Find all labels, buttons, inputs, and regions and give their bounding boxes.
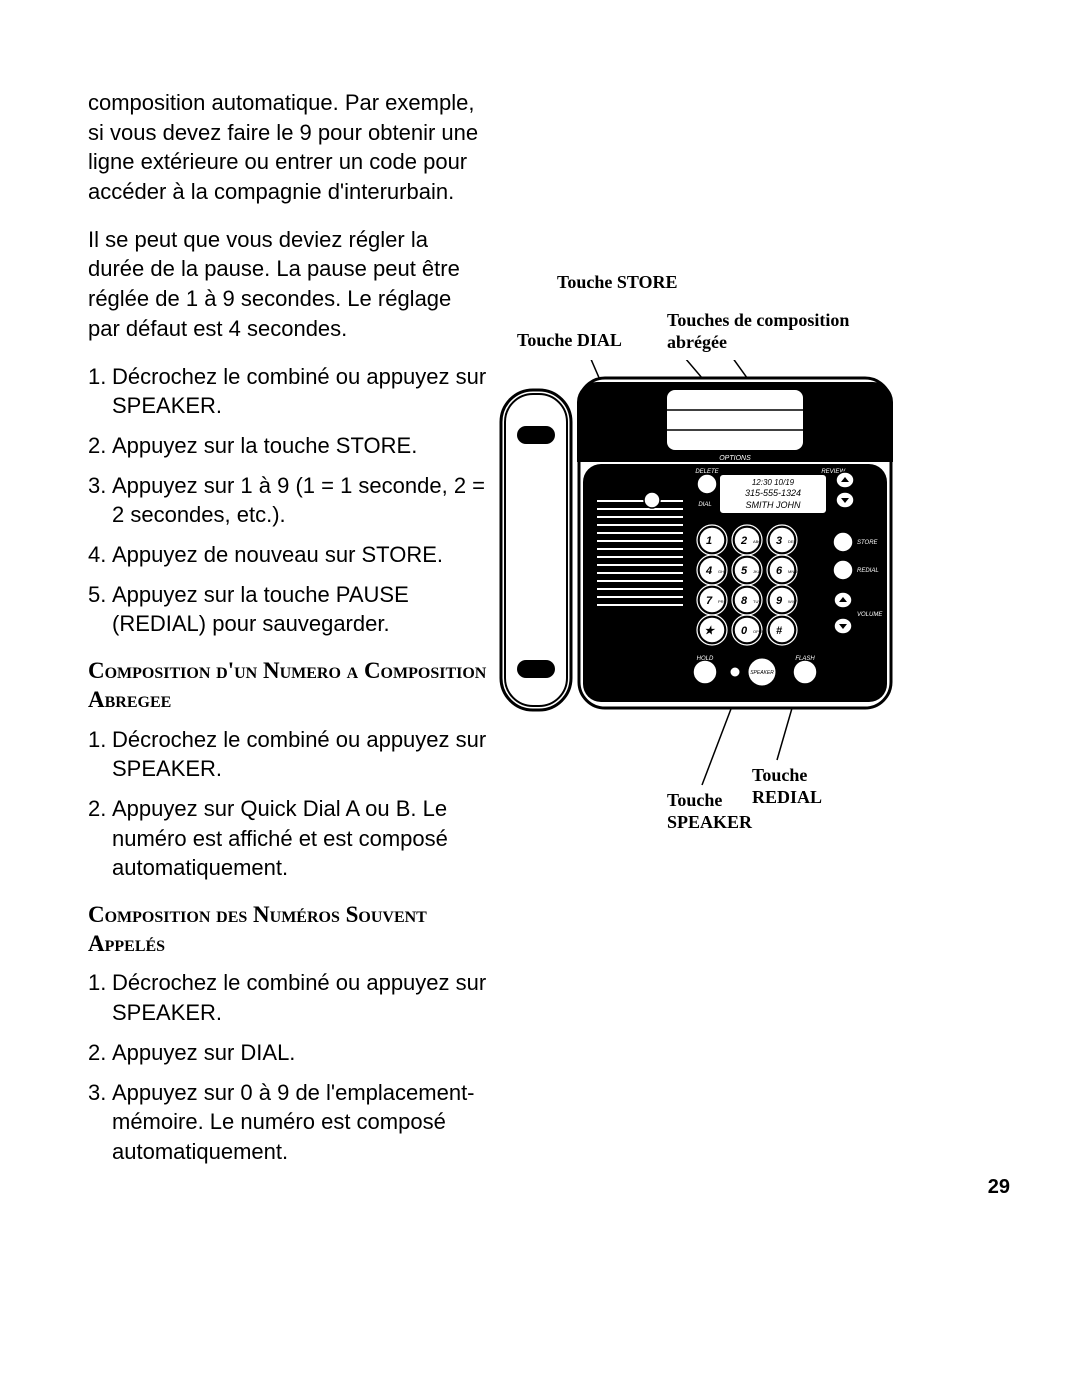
svg-text:#: # <box>776 625 783 637</box>
phone-base-icon: OPTIONS DELETE REVIEW <box>577 378 893 708</box>
list1-item-3: Appuyez sur 1 à 9 (1 = 1 seconde, 2 = 2 … <box>112 471 488 530</box>
svg-text:12:30 10/19: 12:30 10/19 <box>752 478 795 487</box>
list3-item-3: Appuyez sur 0 à 9 de l'emplacement-mémoi… <box>112 1078 488 1167</box>
svg-text:TUV: TUV <box>753 599 761 604</box>
list1-item-4: Appuyez de nouveau sur STORE. <box>112 540 488 570</box>
list2-item-2: Appuyez sur Quick Dial A ou B. Le numéro… <box>112 794 488 883</box>
svg-text:STORE: STORE <box>857 540 879 546</box>
label-speaker-1: Touche <box>667 790 722 812</box>
heading-numero-souvent: Composition des Numéros Souvent Appelés <box>88 901 488 959</box>
svg-text:HOLD: HOLD <box>697 656 714 662</box>
svg-text:GHI: GHI <box>718 569 725 574</box>
svg-text:MNO: MNO <box>788 569 797 574</box>
paragraph-1: composition automatique. Par exemple, si… <box>88 88 488 207</box>
svg-text:VOLUME: VOLUME <box>857 612 883 618</box>
label-composition-1: Touches de composition <box>667 310 849 332</box>
list3-item-1: Décrochez le combiné ou appuyez sur SPEA… <box>112 968 488 1027</box>
phone-diagram: Touche STORE Touche DIAL Touches de comp… <box>497 260 1027 880</box>
svg-text:2: 2 <box>740 535 747 547</box>
handset-icon <box>501 390 571 710</box>
svg-text:JKL: JKL <box>753 569 761 574</box>
svg-text:SMITH JOHN: SMITH JOHN <box>746 500 801 510</box>
phone-illustration: OPTIONS DELETE REVIEW <box>497 360 917 790</box>
svg-text:OPER: OPER <box>753 629 764 634</box>
svg-text:4: 4 <box>705 565 712 577</box>
svg-text:3: 3 <box>776 535 782 547</box>
svg-text:PRS: PRS <box>718 599 727 604</box>
label-speaker-2: SPEAKER <box>667 812 752 834</box>
svg-text:WXY: WXY <box>788 599 797 604</box>
svg-text:SPEAKER: SPEAKER <box>750 670 774 676</box>
svg-text:ABC: ABC <box>753 539 761 544</box>
svg-text:FLASH: FLASH <box>795 656 815 662</box>
svg-text:6: 6 <box>776 565 783 577</box>
svg-text:OPTIONS: OPTIONS <box>719 455 751 462</box>
svg-text:7: 7 <box>706 595 713 607</box>
list1-item-1: Décrochez le combiné ou appuyez sur SPEA… <box>112 362 488 421</box>
page-number: 29 <box>988 1176 1010 1199</box>
label-store: Touche STORE <box>557 272 678 294</box>
label-composition-2: abrégée <box>667 332 727 354</box>
svg-text:0: 0 <box>741 625 748 637</box>
svg-text:DELETE: DELETE <box>695 469 719 475</box>
svg-text:8: 8 <box>741 595 748 607</box>
heading-composition-abregee: Composition d'un Numero a Composition Ab… <box>88 657 488 715</box>
svg-text:1: 1 <box>706 535 712 547</box>
quick-dial-steps-list: 1.Décrochez le combiné ou appuyez sur SP… <box>88 725 488 883</box>
paragraph-2: Il se peut que vous deviez régler la dur… <box>88 225 488 344</box>
frequent-dial-steps-list: 1.Décrochez le combiné ou appuyez sur SP… <box>88 968 488 1166</box>
svg-text:315-555-1324: 315-555-1324 <box>745 488 801 498</box>
svg-text:DIAL: DIAL <box>698 502 711 508</box>
svg-text:5: 5 <box>741 565 748 577</box>
svg-text:9: 9 <box>776 595 783 607</box>
svg-text:REDIAL: REDIAL <box>857 568 879 574</box>
svg-text:DEF: DEF <box>788 539 797 544</box>
label-redial-2: REDIAL <box>752 787 822 809</box>
list3-item-2: Appuyez sur DIAL. <box>112 1038 488 1068</box>
pause-steps-list: 1.Décrochez le combiné ou appuyez sur SP… <box>88 362 488 640</box>
list1-item-2: Appuyez sur la touche STORE. <box>112 431 488 461</box>
label-dial: Touche DIAL <box>517 330 622 352</box>
list1-item-5: Appuyez sur la touche PAUSE (REDIAL) pou… <box>112 580 488 639</box>
list2-item-1: Décrochez le combiné ou appuyez sur SPEA… <box>112 725 488 784</box>
